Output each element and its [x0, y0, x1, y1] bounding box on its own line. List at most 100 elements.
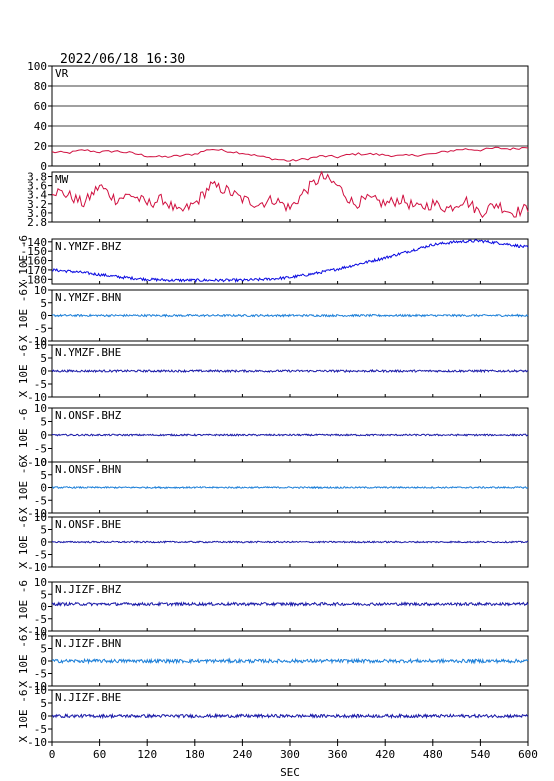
panel-8-ylabel: X 10E -6 [17, 516, 30, 569]
panel-5-ylabel: X 10E -6 [17, 345, 30, 398]
panel-6-ytick-label: -5 [34, 443, 47, 456]
panel-4-ylabel: X 10E -6 [17, 289, 30, 342]
panel-9-ytick-label: -5 [34, 613, 47, 626]
panel-7-ylabel: X 10E -6 [17, 461, 30, 514]
panel-3-title: N.YMZF.BHZ [55, 240, 122, 253]
panel-1-ytick-label: 20 [34, 140, 47, 153]
panel-1-ytick-label: 0 [40, 160, 47, 173]
panel-2-frame [51, 171, 529, 223]
panel-8-ytick-label: 0 [40, 536, 47, 549]
panel-8-trace [51, 540, 529, 544]
x-axis-tick-label: 480 [423, 748, 443, 761]
panel-3-ytick-label: -150 [21, 245, 48, 258]
panel-8-ytick-label: -10 [27, 561, 47, 574]
panel-9-ylabel: X 10E -6 [17, 580, 30, 633]
panel-11-ytick-label: 0 [40, 710, 47, 723]
panel-9-title: N.JIZF.BHZ [55, 583, 122, 596]
panel-4-ytick-label: 10 [34, 284, 47, 297]
panel-10-trace [51, 657, 529, 665]
panel-2-ytick-label: 3.0 [27, 207, 47, 220]
panel-10-title: N.JIZF.BHN [55, 637, 121, 650]
panel-3-ylabel: X 10E -6 [17, 235, 30, 288]
panel-11-ytick-label: -10 [27, 736, 47, 749]
panel-3-ytick-label: -160 [21, 255, 48, 268]
x-axis-tick-label: 180 [185, 748, 205, 761]
panel-8-title: N.ONSF.BHE [55, 518, 121, 531]
panel-7-ytick-label: 0 [40, 482, 47, 495]
panel-6-ytick-label: 0 [40, 429, 47, 442]
x-axis-tick-label: 60 [93, 748, 106, 761]
panel-1-title: VR [55, 67, 69, 80]
panel-6-title: N.ONSF.BHZ [55, 409, 122, 422]
x-axis-tick-label: 360 [328, 748, 348, 761]
panel-6-trace [51, 433, 529, 437]
panel-7-ytick-label: -10 [27, 507, 47, 520]
x-axis-tick-label: 240 [232, 748, 252, 761]
panel-4-ytick-label: -5 [34, 322, 47, 335]
panel-3-frame [51, 238, 529, 285]
panel-4-title: N.YMZF.BHN [55, 291, 121, 304]
panel-9-ytick-label: 0 [40, 601, 47, 614]
panel-7-ytick-label: -5 [34, 494, 47, 507]
x-axis-tick-label: 120 [137, 748, 157, 761]
panel-5-ytick-label: -5 [34, 378, 47, 391]
panel-7-ytick-label: 5 [40, 469, 47, 482]
panel-4-ytick-label: 0 [40, 310, 47, 323]
panel-6-ylabel: X 10E -6 [17, 409, 30, 462]
panel-6-ytick-label: -10 [27, 456, 47, 469]
panel-5-ytick-label: 0 [40, 365, 47, 378]
panel-11-ytick-label: 10 [34, 684, 47, 697]
panel-11-ytick-label: 5 [40, 697, 47, 710]
panel-5-title: N.YMZF.BHE [55, 346, 121, 359]
panel-5-trace [51, 368, 529, 374]
x-axis-tick-label: 300 [280, 748, 300, 761]
panel-1-ytick-label: 40 [34, 120, 47, 133]
panel-7-ytick-label: 10 [34, 456, 47, 469]
panel-4-ytick-label: -10 [27, 335, 47, 348]
panel-2-trace [51, 170, 529, 219]
panel-4-ytick-label: 5 [40, 297, 47, 310]
panel-10-ytick-label: -5 [34, 668, 47, 681]
panel-5-ytick-label: 10 [34, 339, 47, 352]
x-axis-tick-label: 600 [518, 748, 538, 761]
panel-5-ytick-label: 5 [40, 352, 47, 365]
panel-5-ytick-label: -10 [27, 391, 47, 404]
panel-11-title: N.JIZF.BHE [55, 691, 121, 704]
panel-2-ytick-label: 3.4 [27, 189, 47, 202]
panel-7-title: N.ONSF.BHN [55, 463, 121, 476]
panel-6-ytick-label: 5 [40, 416, 47, 429]
panel-9-trace [51, 601, 529, 608]
panel-2-ytick-label: 3.6 [27, 180, 47, 193]
panel-1-ytick-label: 100 [27, 60, 47, 73]
panel-2-title: MW [55, 173, 69, 186]
panel-6-ytick-label: 10 [34, 402, 47, 415]
panel-1-frame [51, 65, 529, 167]
panel-9-ytick-label: -10 [27, 625, 47, 638]
panel-3-ytick-label: -170 [21, 264, 48, 277]
panel-8-ytick-label: 5 [40, 524, 47, 537]
panel-2-ytick-label: 2.8 [27, 216, 47, 229]
panel-11-trace [51, 712, 529, 720]
panel-1-trace [51, 146, 529, 162]
panel-10-ytick-label: 0 [40, 655, 47, 668]
panel-10-ytick-label: 5 [40, 643, 47, 656]
panel-2-ytick-label: 3.8 [27, 171, 47, 184]
panel-3-ytick-label: -140 [21, 236, 48, 249]
panel-9-ytick-label: 10 [34, 576, 47, 589]
header-datetime: 2022/06/18 16:30 [60, 52, 185, 67]
x-axis-label: SEC [280, 766, 300, 779]
panel-4-trace [51, 313, 529, 318]
panel-11-ytick-label: -5 [34, 723, 47, 736]
panel-3-trace [51, 239, 529, 284]
panel-8-ytick-label: -5 [34, 549, 47, 562]
panel-3-ytick-label: -180 [21, 273, 48, 286]
x-axis-tick-label: 540 [470, 748, 490, 761]
panel-11-ylabel: X 10E -6 [17, 690, 30, 743]
panel-7-trace [51, 485, 529, 490]
panel-8-ytick-label: 10 [34, 511, 47, 524]
panel-1-ytick-label: 60 [34, 100, 47, 113]
panel-10-ytick-label: -10 [27, 680, 47, 693]
x-axis-tick-label: 0 [49, 748, 56, 761]
panel-10-ytick-label: 10 [34, 630, 47, 643]
